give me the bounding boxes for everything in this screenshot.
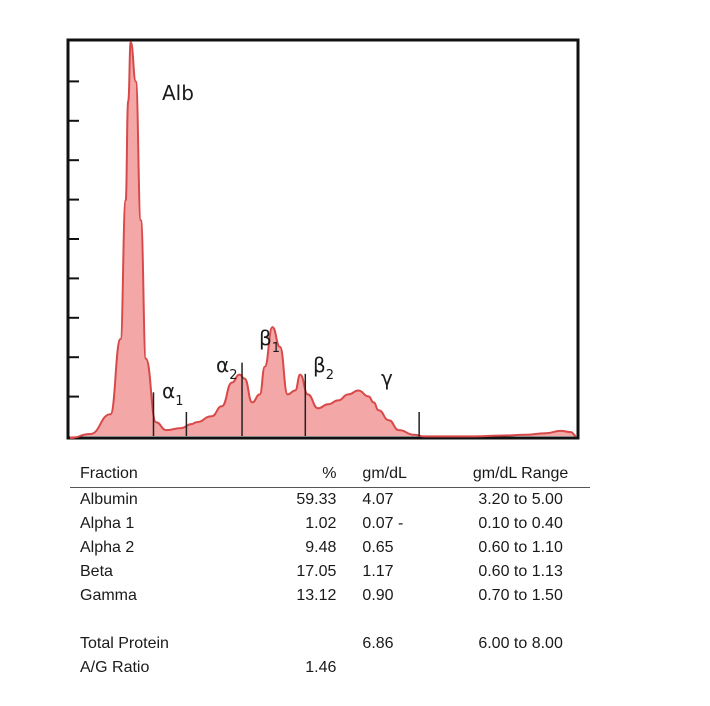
fraction-cell: Beta [80, 563, 113, 580]
ag-ratio-value: 1.46 [305, 659, 337, 676]
results-table-panel: Fraction % gm/dL gm/dL Range Albumin 59.… [70, 462, 590, 680]
protein-curve-line [69, 40, 577, 439]
range-cell: 0.10 to 0.40 [478, 515, 563, 532]
peak-label-subscript: 1 [175, 394, 183, 409]
peak-label-subscript: 1 [272, 341, 280, 356]
header-gm-dl: gm/dL [336, 462, 452, 488]
gm-dl-cell: 0.65 [362, 539, 394, 556]
fraction-cell: Gamma [80, 587, 137, 604]
total-protein-row: Total Protein 6.86 6.00 to 8.00 [70, 632, 590, 656]
table-row: Alpha 2 9.48 0.65 0.60 to 1.10 [70, 536, 590, 560]
range-cell: 3.20 to 5.00 [478, 491, 563, 508]
percent-cell: 59.33 [296, 491, 337, 508]
peak-label-gamma: γ [381, 366, 393, 390]
gm-dl-cell: 1.17 [362, 563, 394, 580]
peak-label-albumin: Alb [162, 81, 194, 105]
percent-cell: 17.05 [296, 563, 337, 580]
percent-cell: 1.02 [305, 515, 337, 532]
y-axis-ticks [68, 80, 79, 398]
ag-ratio-row: A/G Ratio 1.46 [70, 656, 590, 680]
gm-dl-cell: 4.07 [362, 491, 394, 508]
range-cell: 0.60 to 1.10 [478, 539, 563, 556]
gm-dl-cell: 0.07 - [362, 515, 404, 532]
ag-ratio-label: A/G Ratio [80, 659, 150, 676]
range-cell: 0.60 to 1.13 [478, 563, 563, 580]
percent-cell: 13.12 [296, 587, 337, 604]
table-row: Albumin 59.33 4.07 3.20 to 5.00 [70, 488, 590, 513]
total-protein-range: 6.00 to 8.00 [478, 635, 563, 652]
table-row: Gamma 13.12 0.90 0.70 to 1.50 [70, 584, 590, 608]
peak-label-subscript: 2 [326, 368, 334, 383]
spacer-row [70, 608, 590, 632]
results-table: Fraction % gm/dL gm/dL Range Albumin 59.… [70, 462, 590, 680]
table-row: Beta 17.05 1.17 0.60 to 1.13 [70, 560, 590, 584]
table-row: Alpha 1 1.02 0.07 - 0.10 to 0.40 [70, 512, 590, 536]
header-range: gm/dL Range [451, 462, 590, 488]
peak-label-subscript: 2 [229, 368, 237, 383]
percent-cell: 9.48 [305, 539, 337, 556]
range-cell: 0.70 to 1.50 [478, 587, 563, 604]
total-protein-value: 6.86 [362, 635, 394, 652]
chart-frame [66, 38, 580, 440]
fraction-cell: Albumin [80, 491, 138, 508]
gm-dl-cell: 0.90 [362, 587, 394, 604]
fraction-cell: Alpha 1 [80, 515, 135, 532]
protein-curve-fill [70, 42, 576, 438]
total-protein-label: Total Protein [80, 635, 169, 652]
header-percent: % [228, 462, 337, 488]
fraction-boundaries [152, 362, 420, 436]
fraction-cell: Alpha 2 [80, 539, 135, 556]
header-fraction: Fraction [70, 462, 229, 488]
table-header-row: Fraction % gm/dL gm/dL Range [70, 462, 590, 488]
